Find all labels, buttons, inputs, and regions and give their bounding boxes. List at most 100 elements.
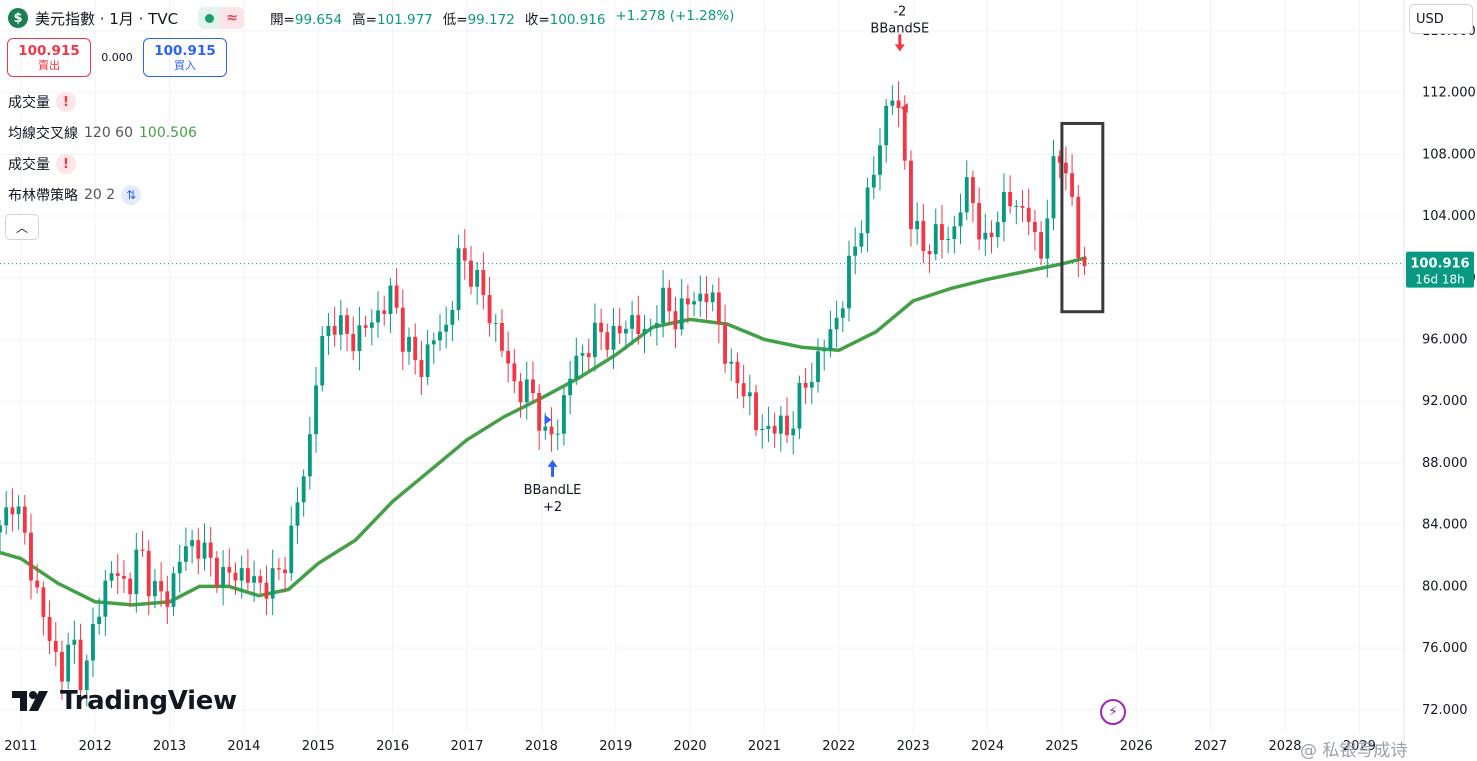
candle-body (1020, 206, 1025, 208)
ohlc-values: 開=99.654 高=101.977 低=99.172 收=100.916 +1… (270, 8, 734, 28)
candle-body (562, 395, 566, 434)
y-tick-label: 112.000 (1422, 86, 1476, 101)
dollar-icon: $ (8, 8, 28, 28)
candle-body (35, 580, 40, 588)
time-axis[interactable]: 2011 2012 2013 2014 2015 2016 2017 2018 2019 2020… (4, 739, 1376, 753)
y-tick-label: 80.000 (1422, 579, 1468, 594)
indicator-ma-cross[interactable]: 均線交叉線 120 60 100.506 (8, 123, 197, 143)
candle-body (958, 212, 963, 227)
candle-body (902, 107, 907, 161)
x-tick-label: 2016 (376, 739, 409, 753)
x-tick-label: 2021 (748, 739, 781, 753)
candle-body (977, 202, 982, 240)
candle-body (41, 587, 46, 617)
candle-body (264, 582, 269, 599)
candle-body (648, 327, 653, 329)
chevron-up-icon: ︿ (15, 220, 28, 235)
currency-selector[interactable]: USD (1409, 4, 1473, 34)
candle-body (809, 382, 814, 388)
candle-body (859, 233, 864, 247)
candle-body (214, 557, 219, 587)
warning-icon[interactable]: ! (56, 92, 76, 112)
candle-body (673, 311, 678, 330)
x-tick-label: 2014 (227, 739, 260, 753)
candle-body (60, 651, 64, 682)
candle-body (884, 105, 889, 146)
moving-average-line (0, 256, 1087, 607)
candle-body (853, 246, 858, 256)
candle-body (146, 550, 151, 597)
candle-body (630, 315, 635, 329)
candle-body (766, 425, 771, 429)
candle-body (382, 310, 387, 314)
candle-body (592, 322, 597, 358)
candle-body (245, 568, 250, 583)
candle-body (667, 287, 672, 312)
candle-body (345, 315, 349, 334)
candle-body (400, 307, 405, 352)
candle-body (53, 640, 58, 652)
candle-body (735, 361, 740, 384)
strategy-icon[interactable]: ⇅ (121, 185, 142, 205)
highlight-box (1060, 121, 1105, 314)
candle-body (462, 248, 467, 261)
indicator-params: 120 60 (84, 125, 133, 141)
candle-body (785, 415, 789, 436)
collapse-legend-button[interactable]: ︿ (5, 214, 39, 240)
candle-body (444, 324, 449, 332)
current-price-tag (1406, 251, 1474, 288)
candle-body (890, 100, 895, 106)
candle-body (481, 270, 486, 296)
symbol-title[interactable]: 美元指數 · 1月 · TVC (35, 9, 179, 28)
candle-body (394, 285, 399, 308)
market-open-dot-icon (198, 7, 221, 29)
candle-body (933, 224, 938, 255)
candle-body (196, 540, 201, 559)
buy-button[interactable]: 100.915 買入 (143, 38, 227, 77)
candle-body (865, 187, 870, 234)
indicator-volume-2[interactable]: 成交量 ! (8, 154, 76, 174)
tradingview-logo[interactable]: TradingView (12, 686, 237, 716)
candle-body (568, 378, 573, 396)
indicator-params: 20 2 (84, 187, 116, 203)
trade-panel: 100.915 賣出 0.000 100.915 買入 (7, 38, 227, 77)
candle-body (270, 568, 275, 599)
candle-body (0, 525, 2, 533)
candle-body (1045, 218, 1050, 259)
indicator-bollinger-strategy[interactable]: 布林帶策略 20 2 ⇅ (8, 185, 142, 205)
x-tick-label: 2027 (1194, 739, 1227, 753)
warning-icon[interactable]: ! (56, 154, 76, 174)
candle-body (1001, 191, 1006, 223)
x-tick-label: 2022 (822, 739, 855, 753)
candle-body (66, 644, 71, 682)
candle-body (896, 100, 901, 108)
x-tick-label: 2024 (971, 739, 1004, 753)
candle-body (314, 385, 318, 435)
lightning-icon[interactable]: ⚡ (1100, 699, 1126, 725)
candle-body (469, 260, 473, 287)
candle-body (10, 507, 15, 515)
buy-price: 100.915 (154, 42, 216, 59)
price-axis[interactable]: 116.000112.000108.000104.000100.00096.00… (1403, 0, 1476, 753)
market-status[interactable]: ≈ (198, 7, 245, 29)
candle-body (122, 575, 126, 579)
candle-body (407, 336, 411, 352)
candle-body (679, 298, 684, 330)
y-tick-label: 76.000 (1422, 641, 1468, 656)
chart-grid (0, 0, 1404, 733)
candle-body (512, 363, 517, 382)
currency-label: USD (1416, 11, 1444, 27)
candle-body (1051, 156, 1056, 219)
candle-body (295, 502, 300, 526)
ohlc-close: 收=100.916 (524, 12, 606, 28)
candle-body (506, 350, 511, 364)
signal-label: BBandLE (524, 483, 582, 498)
candle-body (1026, 207, 1031, 222)
candle-body (747, 392, 752, 397)
sell-button[interactable]: 100.915 賣出 (7, 38, 91, 77)
candle-body (1057, 156, 1062, 163)
indicator-volume-1[interactable]: 成交量 ! (8, 92, 76, 112)
candle-body (431, 340, 436, 345)
candle-body (357, 325, 362, 352)
